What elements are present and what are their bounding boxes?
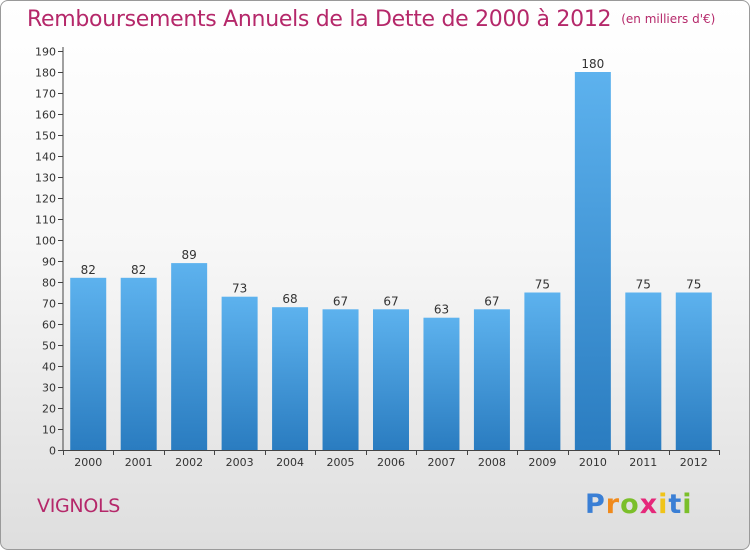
bar [322,309,359,450]
x-tick-label: 2010 [579,456,607,469]
logo-letter: x [639,489,659,520]
x-tick-label: 2011 [629,456,657,469]
bar-value-label: 67 [484,294,499,308]
bar [171,263,208,450]
y-tick-label: 90 [42,256,56,269]
bar-value-label: 68 [282,292,297,306]
bar [524,292,561,450]
x-tick-label: 2007 [427,456,455,469]
bar-value-label: 67 [333,294,348,308]
y-tick-label: 50 [42,340,56,353]
bar [625,292,662,450]
bar-value-label: 75 [686,278,701,292]
bar [675,292,712,450]
bar [272,307,309,450]
y-tick-label: 160 [35,109,56,122]
x-tick-label: 2000 [74,456,102,469]
bar [574,72,611,450]
bar-value-label: 67 [383,294,398,308]
bar-value-label: 89 [182,248,197,262]
y-tick-label: 110 [35,214,56,227]
proxiti-logo: Proxiti [585,489,693,520]
y-tick-label: 0 [49,445,56,458]
logo-letter: P [585,489,606,520]
x-tick-label: 2001 [125,456,153,469]
y-tick-label: 150 [35,130,56,143]
bar-value-label: 82 [81,263,96,277]
bar [70,277,107,450]
chart-unit: (en milliers d'€) [621,12,716,26]
y-tick-label: 70 [42,298,56,311]
x-tick-label: 2012 [680,456,708,469]
x-tick-label: 2005 [327,456,355,469]
bar [423,317,460,450]
bar-value-label: 75 [636,278,651,292]
logo-letter: r [605,489,621,520]
x-tick-label: 2006 [377,456,405,469]
logo-letter: o [620,489,640,520]
data-labels: 82 82 89 73 68 67 67 63 67 75 180 75 75 [81,57,702,317]
x-tick-label: 2003 [226,456,254,469]
bar-value-label: 63 [434,303,449,317]
bar [221,296,258,450]
chart-title: Remboursements Annuels de la Dette de 20… [27,7,612,32]
y-tick-label: 120 [35,193,56,206]
bar-value-label: 75 [535,278,550,292]
x-tick-label: 2009 [528,456,556,469]
bar-value-label: 82 [131,263,146,277]
logo-letter: i [682,489,693,520]
y-tick-label: 80 [42,277,56,290]
logo-letter: i [658,489,669,520]
axes: 0 10 20 30 40 50 60 70 80 90 100 110 120 130 140 150 160… [35,46,720,469]
bars [70,72,712,450]
city-name: VIGNOLS [37,495,121,517]
bar [373,309,409,450]
bar-value-label: 180 [581,57,604,71]
y-tick-label: 60 [42,319,56,332]
x-tick-label: 2008 [478,456,506,469]
bar [120,277,157,450]
y-tick-label: 40 [42,361,56,374]
x-tick-label: 2004 [276,456,304,469]
y-tick-label: 30 [42,382,56,395]
y-tick-label: 100 [35,235,56,248]
bar-value-label: 73 [232,282,247,296]
y-tick-label: 190 [35,46,56,59]
x-tick-label: 2002 [175,456,203,469]
bar [473,309,510,450]
chart-title-block: Remboursements Annuels de la Dette de 20… [27,7,715,32]
logo-letter: t [668,489,683,520]
y-tick-label: 180 [35,67,56,80]
y-tick-label: 140 [35,151,56,164]
y-tick-label: 170 [35,88,56,101]
y-tick-label: 20 [42,403,56,416]
y-tick-label: 10 [42,424,56,437]
y-tick-label: 130 [35,172,56,185]
